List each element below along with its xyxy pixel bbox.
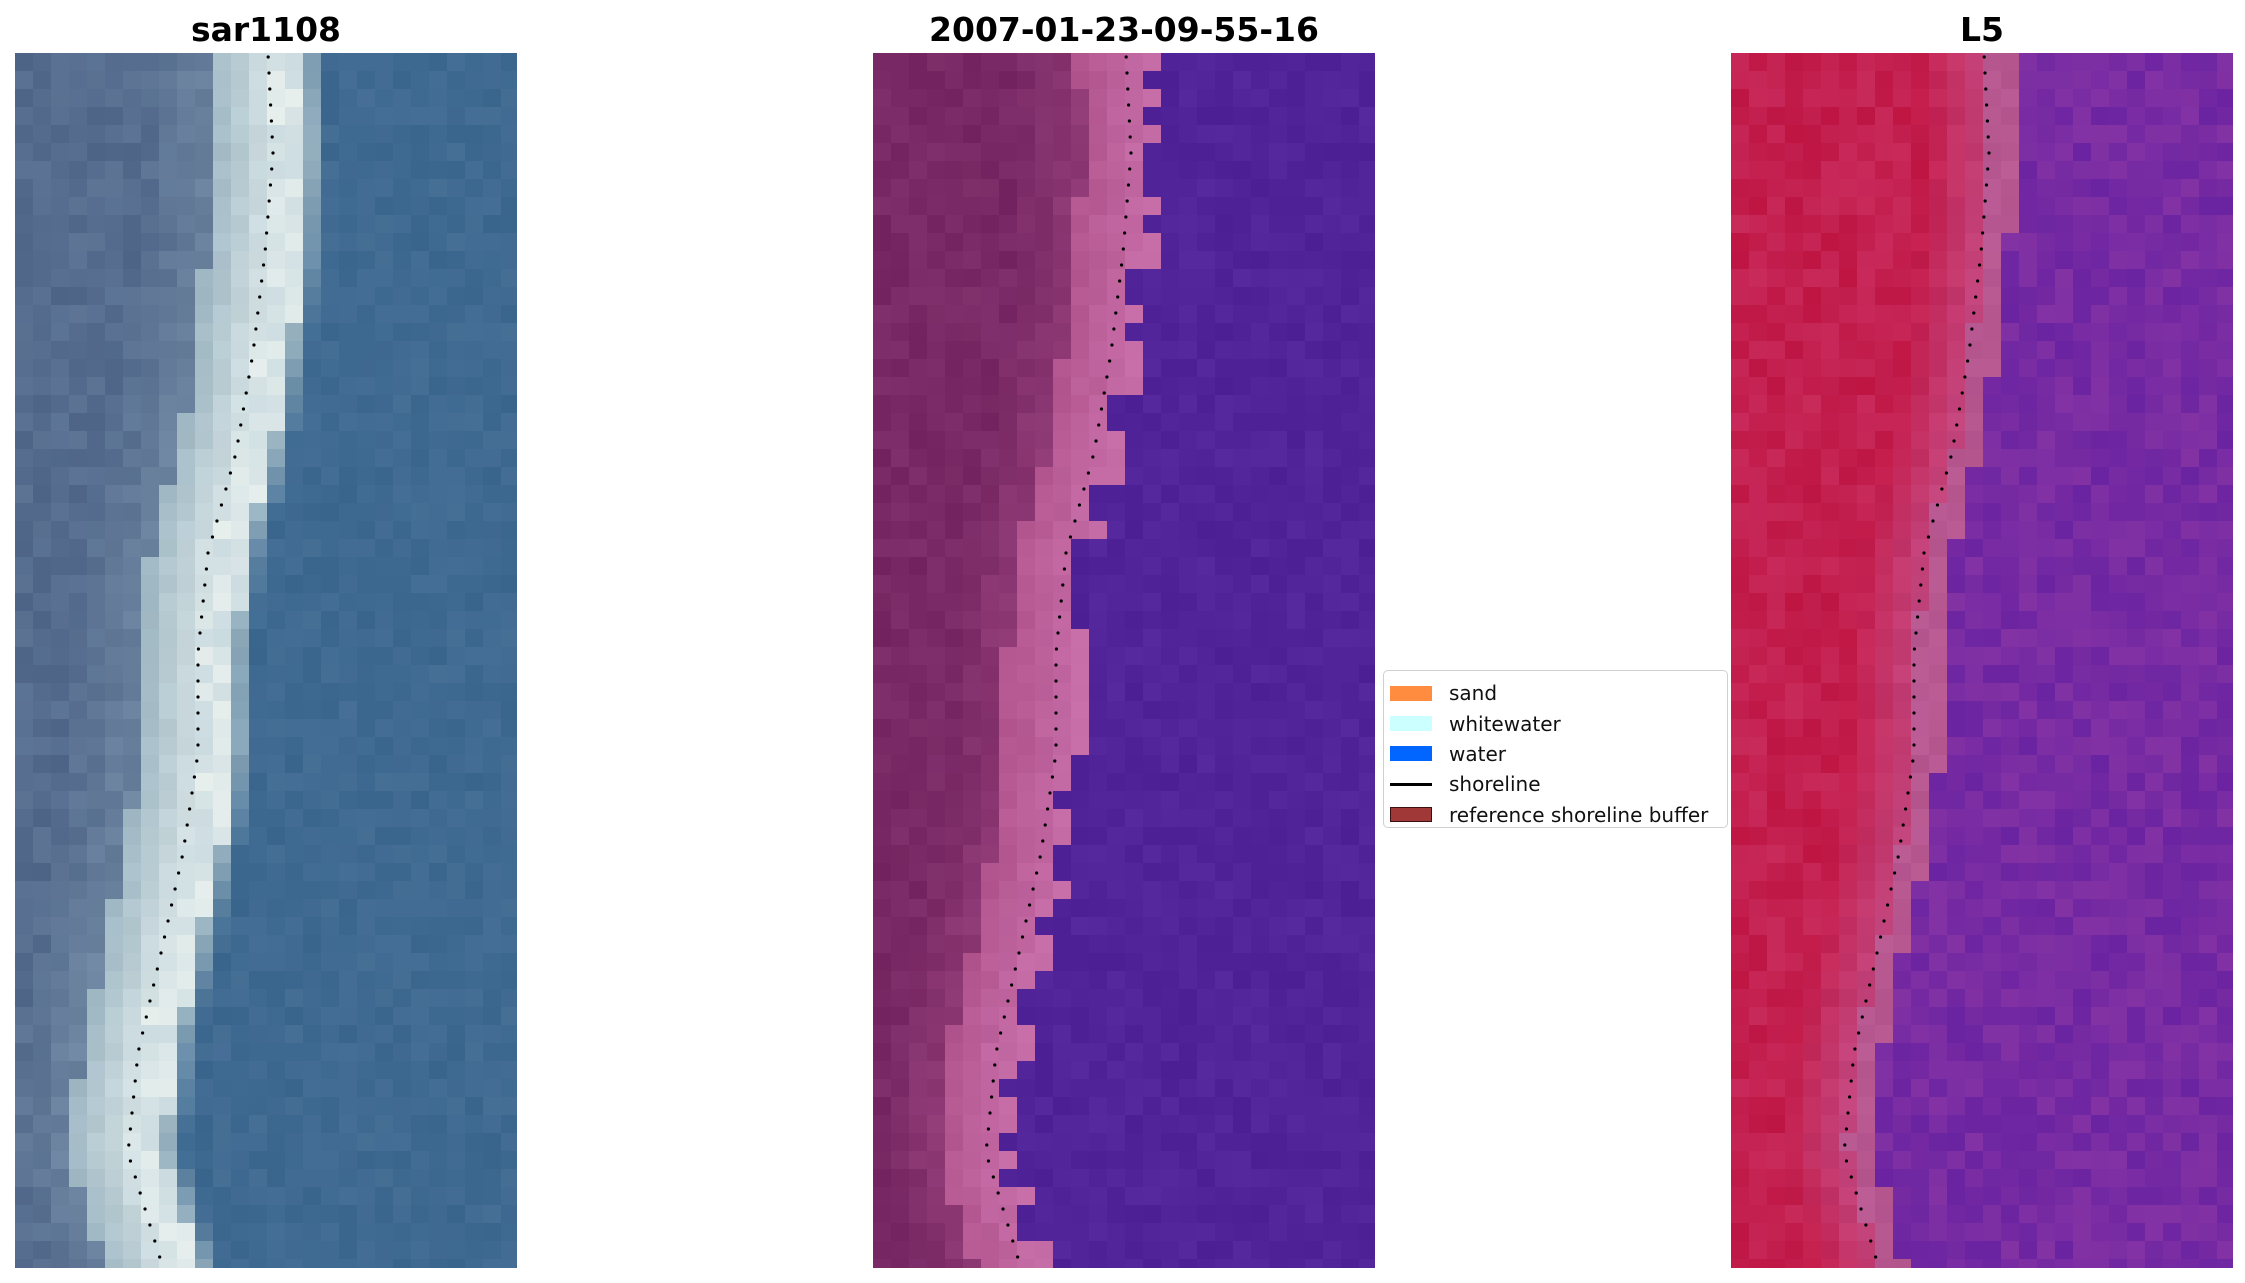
panel-title-rgb: sar1108: [190, 10, 342, 49]
shoreline-line-sample: [1390, 782, 1432, 786]
classified-image-panel: [873, 53, 1375, 1268]
sand-swatch: [1390, 685, 1432, 701]
index-image: [1731, 53, 2233, 1268]
rgb-image: [15, 53, 517, 1268]
legend: sand whitewater water shoreline referenc…: [1383, 670, 1728, 828]
legend-item-sand: sand: [1390, 678, 1727, 708]
legend-label-sand: sand: [1449, 681, 1498, 706]
shoreline-dotted-line: [1843, 55, 1991, 1259]
panel-title-index: L5: [1960, 10, 2004, 49]
legend-item-reference-buffer: reference shoreline buffer: [1390, 800, 1727, 830]
shoreline-dotted-line: [127, 55, 275, 1259]
legend-item-whitewater: whitewater: [1390, 708, 1727, 738]
water-swatch: [1390, 746, 1432, 762]
rgb-image-panel: [15, 53, 517, 1268]
legend-item-shoreline: shoreline: [1390, 769, 1727, 799]
legend-label-whitewater: whitewater: [1449, 711, 1561, 736]
legend-label-reference-buffer: reference shoreline buffer: [1449, 802, 1709, 827]
classified-image: [873, 53, 1375, 1268]
legend-label-shoreline: shoreline: [1449, 772, 1541, 797]
legend-label-water: water: [1449, 741, 1506, 766]
legend-item-water: water: [1390, 739, 1727, 769]
whitewater-swatch: [1390, 716, 1432, 732]
shoreline-dotted-line: [985, 55, 1133, 1259]
index-image-panel: [1731, 53, 2233, 1268]
reference-buffer-swatch: [1390, 807, 1432, 823]
panel-title-classified: 2007-01-23-09-55-16: [929, 10, 1319, 49]
